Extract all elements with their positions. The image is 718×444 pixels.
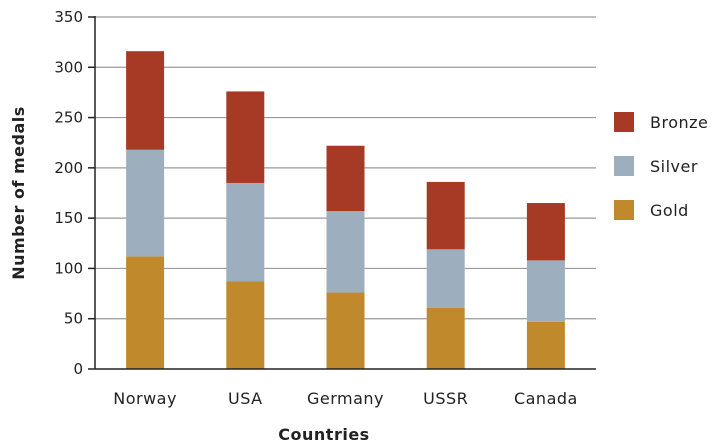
bar-bronze-ussr [426,181,465,250]
x-tick-label: USSR [423,389,468,408]
y-tick-label: 200 [54,159,83,177]
y-axis-title: Number of medals [9,106,28,280]
bar-gold-ussr [426,307,465,369]
y-tick-label: 50 [64,310,83,328]
bar-silver-canada [526,260,565,322]
legend-swatch-bronze [614,112,634,132]
y-tick-label: 300 [54,58,83,76]
legend-swatch-gold [614,200,634,220]
x-tick-label: Canada [514,389,578,408]
bar-bronze-canada [526,203,565,261]
bar-gold-germany [326,292,365,369]
legend-label-silver: Silver [650,157,698,176]
y-tick-label: 350 [54,8,83,26]
bar-silver-germany [326,211,365,293]
bar-silver-norway [126,149,165,257]
bar-gold-canada [526,321,565,369]
bar-bronze-norway [126,51,165,150]
y-tick-label: 250 [54,109,83,127]
y-tick-label: 150 [54,209,83,227]
y-tick-labels: 0 50 100 150 200 250 300 350 [54,8,83,378]
legend-swatch-silver [614,156,634,176]
bars [126,51,565,369]
x-tick-labels: Norway USA Germany USSR Canada [113,389,578,408]
bar-silver-ussr [426,249,465,308]
x-tick-label: Germany [307,389,384,408]
bar-bronze-germany [326,145,365,212]
legend-label-gold: Gold [650,201,689,220]
x-tick-label: Norway [113,389,177,408]
legend: Bronze Silver Gold [614,112,708,220]
axes [88,16,596,370]
bar-gold-norway [126,256,165,369]
x-tick-label: USA [228,389,263,408]
legend-label-bronze: Bronze [650,113,708,132]
bar-gold-usa [226,281,265,369]
bar-bronze-usa [226,91,265,183]
bar-silver-usa [226,182,265,282]
x-axis-title: Countries [278,425,369,444]
y-tick-label: 0 [73,360,83,378]
y-tick-label: 100 [54,259,83,277]
